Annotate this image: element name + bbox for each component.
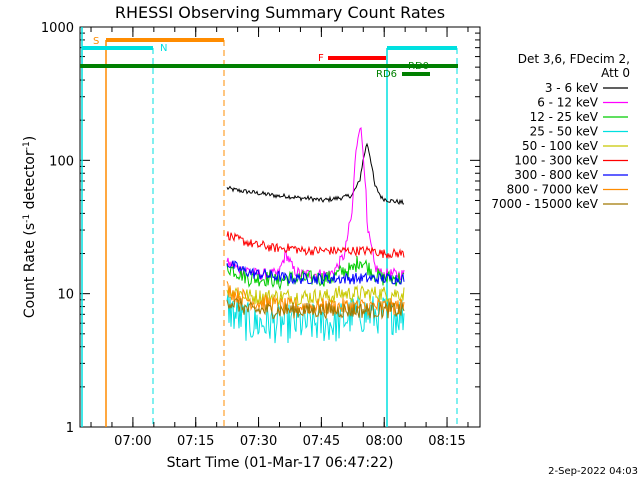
series-line-5 [226,231,405,260]
legend-label: 800 - 7000 keV [507,183,599,197]
series-line-1 [226,127,405,282]
legend-label: 50 - 100 keV [522,139,599,153]
x-tick-label: 07:45 [303,434,340,449]
y-tick-label: 10 [57,288,74,303]
series-line-4 [226,284,405,306]
annotation-label-s: S [93,36,99,47]
data-series [226,127,405,344]
y-tick-label: 100 [49,154,74,169]
x-axis: 07:00 07:15 07:30 07:45 08:00 08:15 [90,27,469,449]
legend-label: 3 - 6 keV [545,81,599,95]
x-axis-label: Start Time (01-Mar-17 06:47:22) [167,455,394,471]
y-tick-label: 1000 [41,21,74,36]
legend-label: 25 - 50 keV [530,125,599,139]
annotation-bars: S N F RD0 RD6 [80,36,458,80]
x-tick-label: 07:00 [114,434,151,449]
annotation-label-rd0: RD0 [408,61,429,72]
x-tick-label: 08:15 [428,434,465,449]
series-line-8 [226,298,405,321]
x-tick-label: 07:30 [240,434,277,449]
annotation-label-rd6: RD6 [376,69,397,80]
time-markers [81,27,458,427]
x-tick-label: 08:00 [365,434,402,449]
plot-frame [79,26,481,428]
annotation-label-n: N [160,43,167,54]
series-line-7 [226,281,405,317]
annotation-label-f: F [318,53,324,64]
x-tick-label: 07:15 [177,434,214,449]
series-line-0 [226,142,405,205]
date-stamp: 2-Sep-2022 04:03 [548,466,638,477]
y-tick-label: 1 [66,421,74,436]
legend-header-line1: Det 3,6, FDecim 2, [518,52,630,66]
y-axis-label: Count Rate (s-1 detector-1) [22,136,38,318]
legend-label: 300 - 800 keV [514,168,598,182]
legend-header-line2: Att 0 [601,66,630,80]
legend-label: 6 - 12 keV [537,96,599,110]
legend-label: 7000 - 15000 keV [491,197,598,211]
series-line-6 [226,260,405,285]
legend-label: 12 - 25 keV [530,110,599,124]
legend-label: 100 - 300 keV [514,154,598,168]
chart-title: RHESSI Observing Summary Count Rates [115,3,445,22]
y-axis: 1 10 100 1000 [41,21,480,436]
